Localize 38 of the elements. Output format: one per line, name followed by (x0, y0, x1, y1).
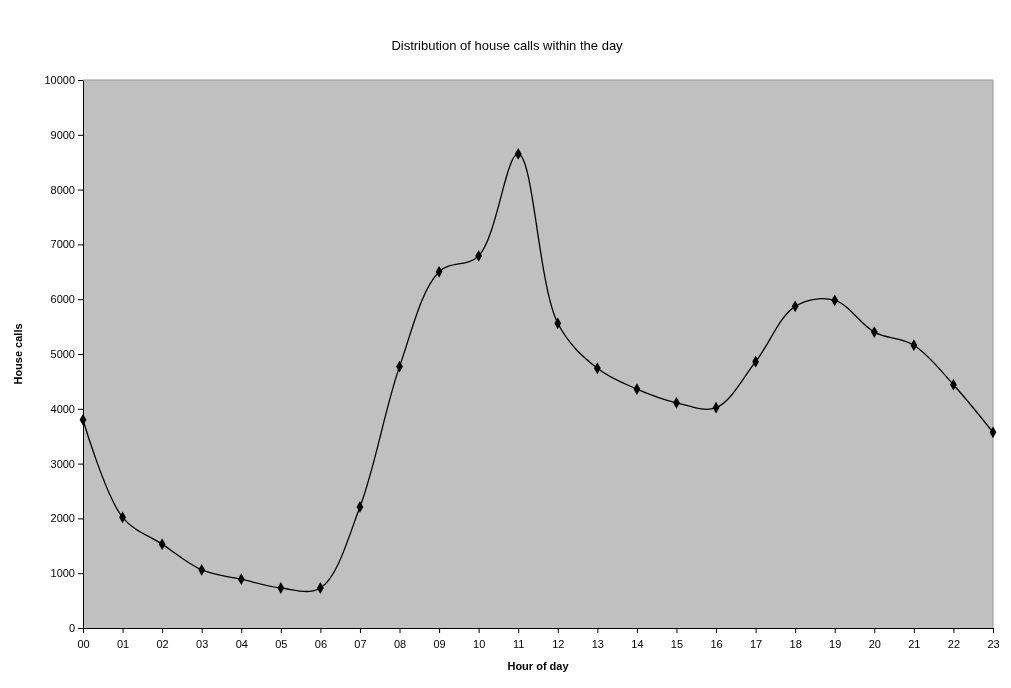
x-tick-label: 21 (908, 638, 921, 651)
y-tick-label: 4000 (50, 402, 75, 415)
x-axis-title: Hour of day (507, 660, 570, 672)
x-tick-label: 19 (829, 638, 842, 651)
y-tick-label: 6000 (50, 293, 75, 306)
y-tick-label: 5000 (50, 348, 75, 361)
x-tick-label: 09 (433, 638, 446, 651)
chart-title: Distribution of house calls within the day (391, 38, 624, 53)
x-tick-label: 12 (552, 638, 565, 651)
x-tick-label: 15 (670, 638, 684, 651)
x-tick-label: 20 (868, 638, 881, 651)
x-tick-label: 16 (710, 638, 723, 651)
y-tick-label: 10000 (44, 74, 75, 87)
x-tick-label: 23 (987, 638, 1000, 651)
x-tick-label: 01 (116, 638, 130, 651)
y-axis-title: House calls (12, 323, 24, 385)
x-tick-label: 06 (314, 638, 328, 651)
x-tick-label: 08 (393, 638, 407, 651)
x-tick-label: 18 (789, 638, 802, 651)
x-tick-label: 04 (235, 638, 248, 651)
y-tick-label: 3000 (50, 457, 75, 470)
x-tick-label: 07 (354, 638, 367, 651)
x-tick-label: 14 (631, 638, 644, 651)
y-tick-label: 0 (68, 622, 75, 635)
y-tick-label: 2000 (50, 512, 75, 525)
y-tick-label: 9000 (50, 128, 75, 141)
x-tick-label: 03 (196, 638, 209, 651)
y-tick-label: 1000 (50, 567, 75, 580)
x-tick-label: 00 (77, 638, 90, 651)
y-tick-label: 7000 (50, 238, 75, 251)
x-tick-label: 02 (156, 638, 169, 651)
x-tick-label: 22 (947, 638, 961, 651)
x-tick-label: 10 (473, 638, 486, 651)
x-tick-label: 13 (591, 638, 604, 651)
x-tick-label: 17 (749, 638, 763, 651)
x-tick-label: 05 (275, 638, 288, 651)
y-tick-label: 8000 (50, 183, 75, 196)
x-tick-label: 11 (513, 638, 525, 651)
